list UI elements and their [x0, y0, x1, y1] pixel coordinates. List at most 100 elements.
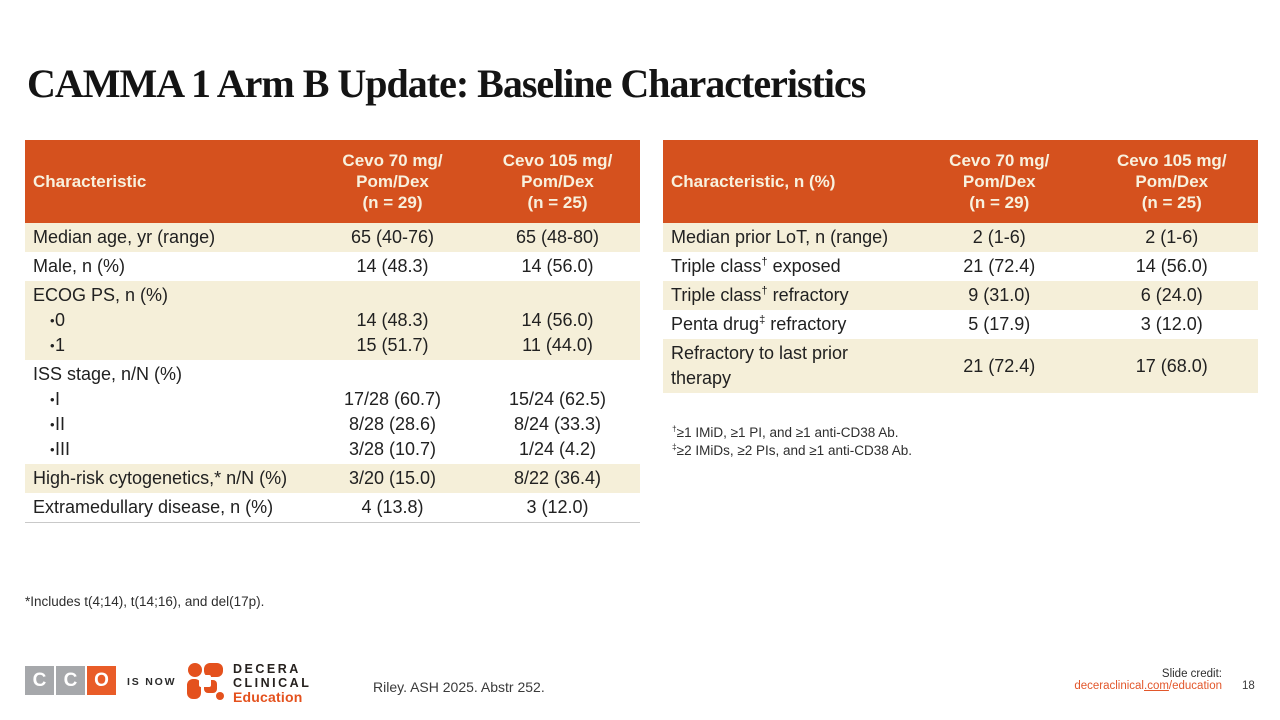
bullet-icon: •: [50, 338, 55, 353]
header-line: (n = 25): [527, 193, 588, 212]
cell-value: 14 (56.0): [521, 310, 594, 330]
row-label: Median age, yr (range): [33, 227, 216, 247]
table-row: Male, n (%) 14 (48.3) 14 (56.0): [25, 252, 640, 281]
credit-link-path: /education: [1168, 680, 1222, 692]
row-sub-label: II: [55, 414, 66, 434]
cell-value-text: 21 (72.4): [963, 256, 1036, 276]
cytogenetics-footnote: *Includes t(4;14), t(14;16), and del(17p…: [25, 594, 265, 609]
cell-value: 14 (48.3): [356, 310, 429, 330]
cell-value-text: 21 (72.4): [963, 355, 1036, 376]
row-sub-label: 1: [55, 335, 66, 355]
table-row: Penta drug‡ refractory 5 (17.9) 3 (12.0): [663, 310, 1258, 339]
table-row: Extramedullary disease, n (%) 4 (13.8) 3 (…: [25, 493, 640, 522]
cell-value: 9 (31.0): [913, 281, 1086, 310]
row-sub-item: • I: [33, 387, 304, 412]
bullet-icon: •: [50, 392, 55, 407]
cell-value: 5 (17.9): [913, 310, 1086, 339]
row-sub-label: 0: [55, 310, 66, 330]
row-label: ECOG PS, n (%) • 0 • 1: [25, 281, 310, 360]
cell-value: 65 (40-76): [310, 223, 475, 252]
cell-value: 15 (51.7): [356, 335, 429, 355]
table-row: Median age, yr (range) 65 (40-76) 65 (48-8…: [25, 223, 640, 252]
slide-number: 18: [1242, 680, 1255, 692]
footnote-line: †≥1 IMiD, ≥1 PI, and ≥1 anti-CD38 Ab.: [672, 423, 899, 440]
row-values: 14 (56.0) 11 (44.0): [475, 281, 640, 360]
row-label-text: ECOG PS, n (%): [33, 285, 169, 305]
header-line: (n = 29): [969, 193, 1030, 212]
cell-value-text: 5 (17.9): [968, 314, 1031, 334]
table-row: ECOG PS, n (%) • 0 • 1 14 (48.3) 15 (51.7) 14…: [25, 281, 640, 360]
bullet-icon: •: [50, 442, 55, 457]
cco-logo-letter: O: [87, 666, 116, 695]
credit-link[interactable]: deceraclinical.com/education: [1074, 680, 1222, 692]
header-line: Pom/Dex: [962, 172, 1036, 191]
decera-logo: DECERA CLINICAL Education: [185, 661, 311, 705]
cell-value: 65 (48-80): [475, 223, 640, 252]
row-label: Extramedullary disease, n (%): [33, 497, 274, 517]
table-row: Median prior LoT, n (range) 2 (1-6) 2 (1-6…: [663, 223, 1258, 252]
therapy-footnotes: †≥1 IMiD, ≥1 PI, and ≥1 anti-CD38 Ab. ‡≥2…: [672, 424, 912, 460]
decera-word: DECERA: [233, 662, 301, 676]
row-label: Triple class† refractory: [671, 285, 849, 305]
cell-value: 15/24 (62.5): [508, 389, 607, 409]
spacer: [310, 283, 475, 308]
table-row: High-risk cytogenetics,* n/N (%) 3/20 (15…: [25, 464, 640, 493]
header-line: Pom/Dex: [356, 172, 429, 191]
table-row: Refractory to last prior therapy 21 (72.4…: [663, 339, 1258, 393]
cell-value: 3 (12.0): [1086, 310, 1259, 339]
cell-value: 4 (13.8): [310, 493, 475, 522]
header-line: Cevo 70 mg/: [949, 151, 1050, 170]
cell-value: 17/28 (60.7): [343, 389, 442, 409]
prior-therapy-table: Characteristic, n (%) Cevo 70 mg/Pom/Dex (…: [663, 140, 1258, 393]
cell-value: 17 (68.0): [1086, 339, 1259, 393]
header-line: Cevo 105 mg/: [502, 151, 613, 170]
row-sub-item: • 1: [33, 333, 304, 358]
slide-credit-label: Slide credit:: [1161, 668, 1222, 680]
row-label: Male, n (%): [33, 256, 126, 276]
spacer: [475, 362, 640, 387]
cell-value: 2 (1-6): [1086, 223, 1259, 252]
bullet-icon: •: [50, 417, 55, 432]
row-sub-item: • II: [33, 412, 304, 437]
header-line: Pom/Dex: [521, 172, 594, 191]
row-values: 17/28 (60.7) 8/28 (28.6) 3/28 (10.7): [310, 360, 475, 464]
row-label: Triple class† exposed: [671, 256, 841, 276]
cell-value-text: 17 (68.0): [1135, 355, 1208, 376]
table-row: Triple class† exposed 21 (72.4) 14 (56.0): [663, 252, 1258, 281]
slide-title: CAMMA 1 Arm B Update: Baseline Character…: [27, 61, 866, 106]
is-now-label: IS NOW: [127, 676, 177, 688]
table-header-arm-2: Cevo 105 mg/Pom/Dex (n = 25): [475, 140, 640, 223]
cell-value-text: 14 (56.0): [1135, 256, 1208, 276]
header-line: (n = 25): [1141, 193, 1202, 212]
row-sub-label: III: [55, 439, 71, 459]
table-header-characteristic: Characteristic, n (%): [671, 172, 836, 191]
footnote-line: ‡≥2 IMiDs, ≥2 PIs, and ≥1 anti-CD38 Ab.: [672, 441, 912, 458]
cell-value: 6 (24.0): [1086, 281, 1259, 310]
table-row: Triple class† refractory 9 (31.0) 6 (24.0): [663, 281, 1258, 310]
row-label-text: ISS stage, n/N (%): [33, 364, 183, 384]
row-label: ISS stage, n/N (%) • I • II • III: [25, 360, 310, 464]
table-row: ISS stage, n/N (%) • I • II • III 17/28 (60.7)…: [25, 360, 640, 464]
cell-value-text: 14 (48.3): [356, 256, 429, 276]
decera-logo-icon: [187, 663, 224, 700]
cco-logo-letter: C: [56, 666, 85, 695]
row-label: High-risk cytogenetics,* n/N (%): [33, 468, 288, 488]
cco-logo: C C O: [25, 666, 116, 695]
cell-value-text: 2 (1-6): [1145, 227, 1199, 247]
bullet-icon: •: [50, 313, 55, 328]
cell-value: 21 (72.4): [913, 252, 1086, 281]
cell-value-text: 3 (12.0): [526, 497, 589, 517]
table-header-arm-1: Cevo 70 mg/Pom/Dex (n = 29): [310, 140, 475, 223]
cell-value: 3 (12.0): [475, 493, 640, 522]
cell-value-text: 65 (48-80): [515, 227, 600, 247]
cell-value: 8/22 (36.4): [475, 464, 640, 493]
cell-value: 14 (56.0): [475, 252, 640, 281]
cell-value-text: 3/20 (15.0): [348, 468, 437, 488]
decera-word: CLINICAL: [233, 676, 312, 690]
table-header-row: Characteristic Cevo 70 mg/Pom/Dex (n = 29)…: [25, 140, 640, 223]
cell-value: 8/28 (28.6): [348, 414, 437, 434]
row-label: Penta drug‡ refractory: [671, 314, 847, 334]
table-header-arm-2: Cevo 105 mg/Pom/Dex (n = 25): [1086, 140, 1259, 223]
credit-link-tld: .com: [1144, 680, 1169, 692]
